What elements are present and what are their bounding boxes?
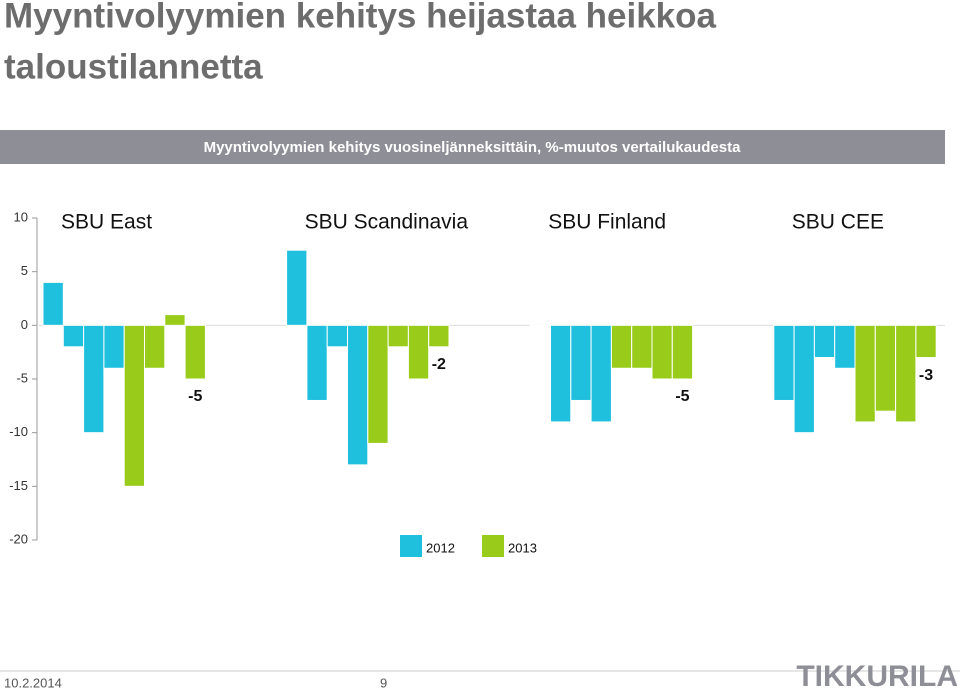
value-label: -5 xyxy=(675,388,689,405)
bar xyxy=(286,249,308,326)
bar xyxy=(326,324,349,348)
bar xyxy=(103,324,125,369)
legend-label: 2012 xyxy=(426,540,455,555)
footer-date: 10.2.2014 xyxy=(4,675,62,690)
bar xyxy=(367,324,389,444)
y-tick-label: -15 xyxy=(9,478,28,493)
y-tick-label: 10 xyxy=(14,209,28,224)
bar xyxy=(144,324,166,369)
bar xyxy=(631,324,653,369)
bar xyxy=(773,324,795,401)
bar xyxy=(123,324,145,487)
bar xyxy=(428,324,450,348)
bar xyxy=(590,324,612,423)
bar xyxy=(306,324,328,401)
logo: TIKKURILA xyxy=(796,660,958,693)
y-tick-label: 5 xyxy=(21,263,28,278)
bar xyxy=(347,324,369,466)
bar xyxy=(671,324,694,380)
bar xyxy=(895,324,917,423)
bar xyxy=(407,324,430,380)
bar xyxy=(834,324,856,369)
bar xyxy=(813,324,836,359)
group-label: SBU East xyxy=(61,211,152,234)
bar xyxy=(62,324,85,348)
legend-swatch xyxy=(400,535,422,557)
plot: 10 5 0 -5 -10 -15 -20 SBU East -5 SBU Scandinavia… xyxy=(9,209,945,557)
bar xyxy=(164,314,186,326)
bar xyxy=(529,324,552,327)
subtitle: Myyntivolyymien kehitys vuosineljänneksi… xyxy=(204,139,741,156)
title-line: taloustilannetta xyxy=(4,47,263,86)
bar xyxy=(184,324,206,380)
value-label: -3 xyxy=(919,367,933,384)
subtitle-banner xyxy=(0,130,945,164)
bar xyxy=(550,324,572,423)
group-label: SBU Finland xyxy=(548,211,666,234)
bar xyxy=(915,324,937,359)
value-label: -5 xyxy=(188,388,202,405)
bar xyxy=(42,281,64,326)
y-tick-label: -5 xyxy=(16,370,28,385)
y-tick-label: 0 xyxy=(21,317,28,332)
bar xyxy=(387,324,409,348)
page-number: 9 xyxy=(380,675,387,690)
group-label: SBU CEE xyxy=(792,211,884,234)
legend-label: 2013 xyxy=(508,540,537,555)
bar xyxy=(570,324,592,401)
y-tick-label: -10 xyxy=(9,424,28,439)
value-label: -2 xyxy=(432,356,446,373)
bar xyxy=(793,324,815,434)
bar xyxy=(610,324,633,369)
bar xyxy=(83,324,105,434)
bar xyxy=(854,324,876,423)
legend-swatch xyxy=(482,535,504,557)
y-tick-label: -20 xyxy=(9,531,28,546)
title-line: Myyntivolyymien kehitys heijastaa heikko… xyxy=(4,0,717,35)
bar xyxy=(651,324,673,380)
bar xyxy=(874,324,897,412)
group-label: SBU Scandinavia xyxy=(305,211,469,234)
